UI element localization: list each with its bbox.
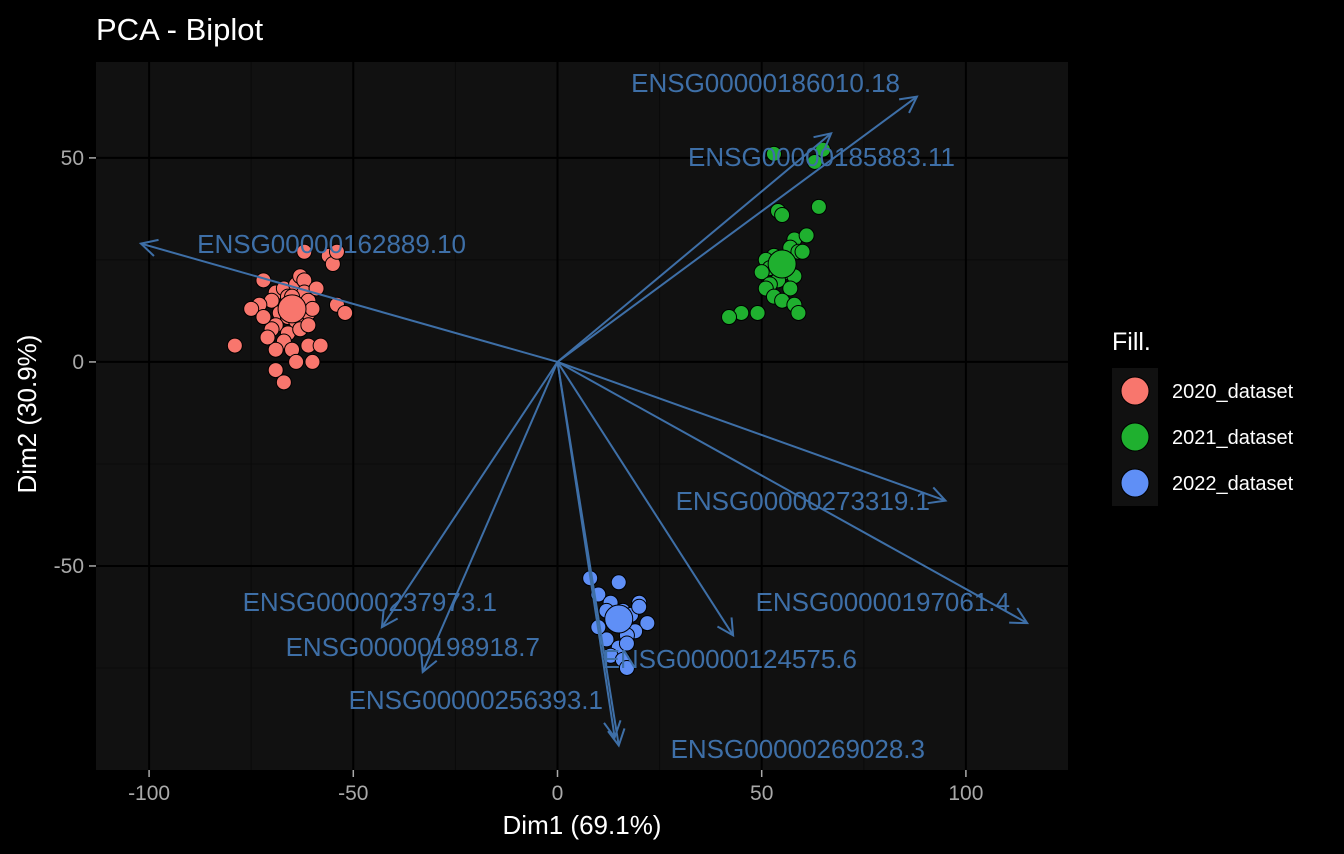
data-point [267, 341, 284, 358]
arrow-head [813, 132, 833, 151]
variable-arrow [381, 361, 559, 628]
legend-label: 2022_dataset [1172, 473, 1294, 495]
variable-arrow [556, 361, 734, 636]
variable-arrow [556, 95, 918, 363]
data-point [790, 304, 807, 321]
arrow-head [420, 654, 438, 675]
data-point [304, 300, 321, 317]
variable-label: ENSG00000197061.4 [756, 587, 1010, 617]
x-tick-label: 100 [948, 782, 983, 805]
variable-arrow [557, 360, 946, 502]
data-point [259, 329, 276, 346]
data-point [300, 317, 317, 334]
x-tick-label: 0 [552, 782, 564, 805]
arrow-head [603, 720, 622, 740]
data-point [810, 198, 827, 215]
variable-label: ENSG00000186010.18 [631, 68, 900, 98]
group-centroid [767, 249, 797, 279]
data-point [304, 353, 321, 370]
x-axis-title: Dim1 (69.1%) [503, 810, 662, 840]
legend-key [1120, 468, 1150, 498]
minor-grid [96, 62, 1068, 770]
variable-label: ENSG00000269028.3 [671, 734, 925, 764]
data-point [226, 337, 243, 354]
variable-arrow [556, 361, 620, 746]
legend-title: Fill. [1112, 328, 1151, 356]
variable-arrow [556, 132, 832, 363]
variable-arrows [138, 95, 1030, 748]
data-point [806, 153, 823, 170]
data-point [765, 145, 782, 162]
data-point [749, 304, 766, 321]
legend-key [1120, 422, 1150, 452]
data-point [275, 374, 292, 391]
x-tick-label: 50 [750, 782, 773, 805]
legend: Fill. 2020_dataset 2021_dataset 2022_datas… [1112, 328, 1294, 506]
data-point [618, 659, 635, 676]
arrow-head [898, 95, 919, 114]
data-point [794, 243, 811, 260]
reference-lines [96, 62, 1068, 770]
plot-panel [96, 62, 1068, 770]
variable-label: ENSG00000237973.1 [243, 587, 497, 617]
x-tick-label: -50 [338, 782, 368, 805]
variable-label: ENSG00000256393.1 [349, 685, 603, 715]
data-point [243, 300, 260, 317]
variable-label: ENSG00000185883.11 [688, 142, 955, 172]
data-point [267, 362, 284, 379]
data-point [296, 243, 313, 260]
data-point [798, 227, 815, 244]
variable-arrow [557, 361, 1028, 624]
data-point [255, 309, 272, 326]
x-tick-label: -100 [128, 782, 170, 805]
chart-title: PCA - Biplot [96, 12, 264, 47]
arrow-head [927, 486, 948, 505]
legend-label: 2021_dataset [1172, 427, 1294, 449]
variable-labels: ENSG00000186010.18 ENSG00000185883.11 ENSG… [197, 68, 1010, 764]
variable-arrow [421, 361, 559, 673]
variable-label: ENSG00000273319.1 [676, 486, 930, 516]
data-points [226, 141, 831, 676]
y-tick-label: 50 [61, 147, 84, 170]
y-tick-label: -50 [54, 555, 84, 578]
y-axis-title: Dim2 (30.9%) [12, 335, 42, 494]
major-grid [96, 62, 1068, 770]
data-point [312, 337, 329, 354]
data-point [631, 598, 648, 615]
arrow-head [380, 609, 399, 629]
group-centroid [604, 604, 634, 634]
data-point [288, 353, 305, 370]
data-point [639, 615, 656, 632]
data-point [782, 280, 799, 297]
data-point [337, 304, 354, 321]
arrow-head [138, 238, 159, 257]
variable-arrow [140, 242, 558, 363]
arrow-head [716, 617, 735, 638]
legend-label: 2020_dataset [1172, 381, 1294, 403]
data-point [753, 264, 770, 281]
arrow-head [1009, 607, 1030, 625]
variable-label: ENSG00000124575.6 [603, 644, 857, 674]
x-axis-ticks: -100 -50 0 50 100 [128, 770, 983, 805]
y-tick-label: 0 [72, 351, 84, 374]
data-point [610, 574, 627, 591]
variable-label: ENSG00000198918.7 [286, 632, 540, 662]
legend-key [1120, 376, 1150, 406]
variable-label: ENSG00000162889.10 [197, 229, 466, 259]
arrow-head [607, 728, 626, 748]
data-point [721, 309, 738, 326]
data-point [328, 243, 345, 260]
y-axis-ticks: -50 0 50 [54, 147, 96, 578]
data-point [774, 207, 791, 224]
data-point [618, 635, 635, 652]
group-centroid [277, 294, 307, 324]
